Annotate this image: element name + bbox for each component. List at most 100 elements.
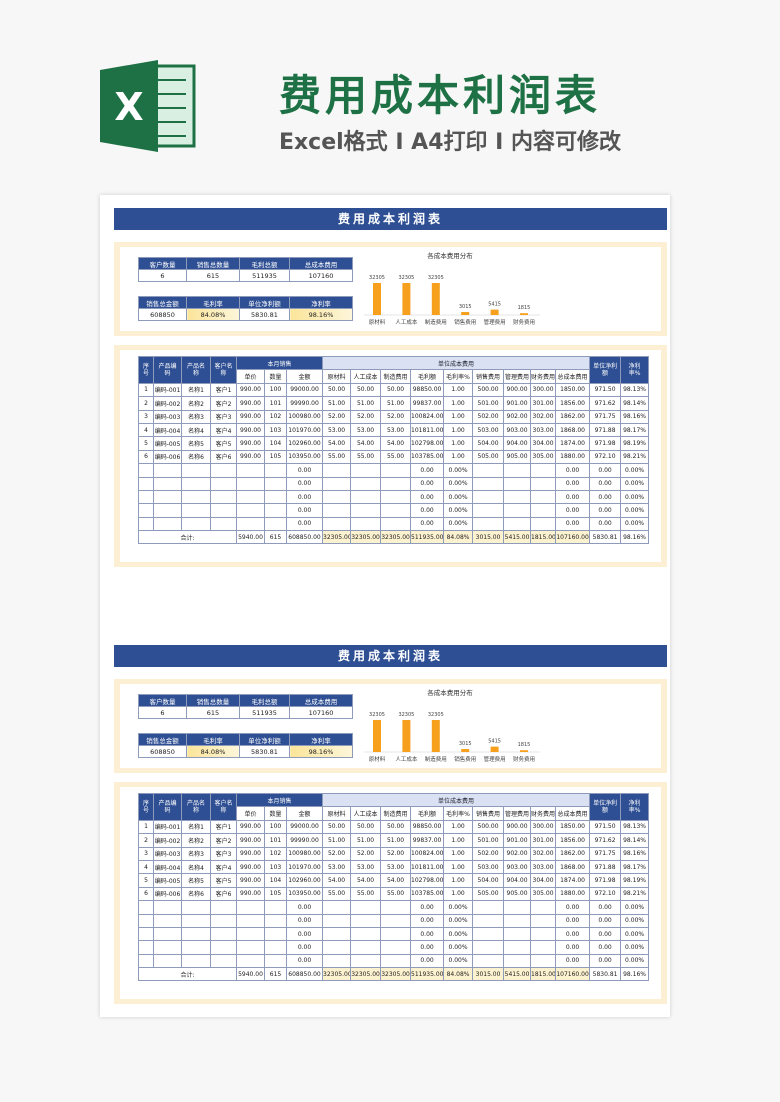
table-cell: 971.88 [589, 859, 622, 875]
bar-value-label: 32305 [398, 712, 414, 718]
table-cell: 0.00 [555, 953, 591, 969]
bar-value-label: 3015 [459, 304, 472, 310]
table-cell [380, 940, 412, 955]
summary-value: 511935 [239, 269, 290, 282]
bar-category-label: 管理费用 [484, 755, 506, 763]
bar-value-label: 3015 [459, 741, 472, 747]
table-cell: 编码-002 [153, 833, 182, 848]
table-cell: 98850.00 [410, 382, 445, 398]
table-cell: 50.00 [380, 382, 412, 398]
table-cell: 客户2 [210, 833, 237, 848]
table-cell [153, 926, 182, 942]
group-header: 本月销售 [235, 792, 324, 808]
table-cell: 名称6 [181, 449, 211, 465]
column-header: 管理费用 [503, 806, 532, 821]
table-cell: 505.00 [472, 449, 505, 465]
column-header: 总成本费用 [555, 806, 591, 821]
table-cell [264, 926, 287, 942]
table-cell: 505.00 [472, 886, 505, 902]
column-header: 毛利额 [410, 806, 445, 821]
column-header: 毛利率% [443, 369, 474, 384]
bar [373, 720, 381, 752]
table-cell [264, 463, 287, 478]
table-cell: 名称2 [181, 396, 211, 411]
total-cell: 5940.00 [236, 967, 265, 982]
total-cell: 608850.00 [285, 530, 324, 545]
table-cell [503, 516, 532, 532]
summary-value-row: 608850 84.08% 5830.81 98.16% [138, 745, 353, 758]
table-cell: 52.00 [380, 846, 412, 861]
summary-value: 615 [186, 269, 240, 282]
table-cell: 客户1 [210, 382, 237, 398]
table-cell [210, 476, 237, 491]
summary-header: 客户数量 [138, 257, 187, 270]
table-cell: 54.00 [380, 873, 412, 888]
column-header: 金额 [285, 369, 324, 384]
table-cell [503, 940, 532, 955]
table-cell [138, 940, 154, 955]
table-cell: 0.00 [285, 463, 324, 478]
table-cell: 0.00% [443, 503, 474, 518]
table-cell: 客户4 [210, 422, 237, 438]
table-cell: 100 [264, 382, 287, 398]
table-cell: 编码-006 [153, 886, 182, 902]
table-cell: 0.00% [620, 516, 650, 532]
table-cell [503, 476, 532, 491]
column-header: 总成本费用 [555, 369, 591, 384]
table-cell: 0.00 [589, 940, 622, 955]
summary-table: 销售总金额 毛利率 单位净利额 净利率 608850 84.08% 5830.81 98.16… [138, 296, 353, 321]
table-cell: 0.00 [555, 926, 591, 942]
table-cell [153, 463, 182, 478]
column-header: 销售费用 [472, 369, 505, 384]
table-cell: 500.00 [472, 382, 505, 398]
table-cell: 0.00 [589, 913, 622, 928]
table-cell [264, 940, 287, 955]
table-cell: 55.00 [350, 886, 382, 902]
table-cell: 编码-002 [153, 396, 182, 411]
table-cell [236, 489, 265, 505]
table-cell [530, 503, 557, 518]
table-cell: 98.21% [620, 886, 650, 902]
table-cell [264, 516, 287, 532]
column-header: 毛利率% [443, 806, 474, 821]
table-cell: 0.00% [443, 489, 474, 505]
table-cell [138, 900, 154, 915]
table-cell: 100980.00 [285, 409, 324, 424]
table-cell: 3 [138, 846, 154, 861]
table-cell: 0.00 [589, 900, 622, 915]
table-cell: 名称1 [181, 819, 211, 835]
table-cell: 901.00 [503, 833, 532, 848]
cost-table: 序号 产品编码 产品名称 客户名称 本月销售 单位成本费用 单位净利额 净利率% 单价 数量 金额原… [138, 792, 650, 982]
table-cell: 502.00 [472, 846, 505, 861]
total-label: 合计: [138, 967, 237, 982]
table-cell: 0.00% [443, 516, 474, 532]
table-cell [322, 900, 352, 915]
table-cell: 1.00 [443, 873, 474, 888]
data-row: 0.00 0.00 0.00% 0.00 0.00 0.00% [138, 900, 650, 915]
table-cell: 972.10 [589, 886, 622, 902]
header-row: 序号 产品编码 产品名称 客户名称 本月销售 单位成本费用 单位净利额 净利率% [138, 355, 650, 384]
table-cell [210, 900, 237, 915]
table-cell [236, 940, 265, 955]
table-cell [503, 913, 532, 928]
table-cell: 52.00 [380, 409, 412, 424]
summary-table: 销售总金额 毛利率 单位净利额 净利率 608850 84.08% 5830.81 98.16… [138, 733, 353, 758]
table-cell: 50.00 [350, 819, 382, 835]
column-header: 单价 [236, 369, 265, 384]
table-cell [181, 940, 211, 955]
cost-chart: 各成本费用分布 32305 原材料 32305 人工成本 32305 制造费用 3015 销售费… [364, 688, 540, 763]
table-cell [264, 900, 287, 915]
table-cell [350, 476, 382, 491]
data-row: 5 编码-005 名称5 客户5 990.00 104 102960.00 54.00 54.0… [138, 873, 650, 888]
table-cell: 1850.00 [555, 382, 591, 398]
table-cell: 990.00 [236, 449, 265, 465]
column-header: 序号 [138, 793, 154, 821]
table-cell: 905.00 [503, 886, 532, 902]
total-cell: 5940.00 [236, 530, 265, 545]
table-cell [503, 463, 532, 478]
table-cell: 0.00 [410, 940, 445, 955]
total-cell: 107160.00 [555, 530, 591, 545]
table-cell: 990.00 [236, 846, 265, 861]
column-header: 产品编码 [153, 356, 182, 384]
table-cell: 52.00 [322, 409, 352, 424]
